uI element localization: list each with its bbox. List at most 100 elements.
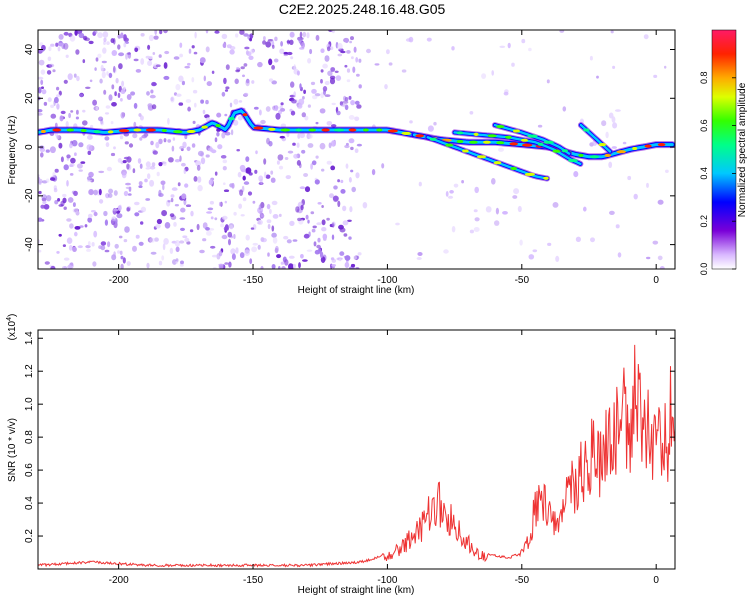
heatmap-noise-speckle bbox=[50, 265, 56, 269]
heatmap-noise-speckle bbox=[85, 86, 91, 90]
heatmap-noise-speckle bbox=[289, 39, 294, 45]
heatmap-noise-speckle bbox=[290, 56, 294, 60]
heatmap-noise-speckle bbox=[381, 163, 385, 169]
heatmap-noise-speckle bbox=[45, 149, 50, 153]
heatmap-noise-speckle bbox=[218, 264, 224, 269]
heatmap-noise-speckle bbox=[358, 84, 362, 89]
heatmap-noise-speckle bbox=[316, 222, 322, 226]
heatmap-noise-speckle bbox=[278, 165, 284, 170]
heatmap-ridge-peak bbox=[561, 149, 568, 153]
heatmap-noise-speckle bbox=[43, 101, 48, 106]
heatmap-noise-speckle bbox=[288, 255, 295, 259]
heatmap-noise-speckle bbox=[315, 155, 319, 159]
heatmap-noise-speckle bbox=[242, 175, 246, 181]
heatmap-noise-speckle bbox=[307, 58, 312, 64]
heatmap-noise-speckle bbox=[163, 75, 170, 80]
heatmap-noise-speckle bbox=[356, 104, 362, 109]
heatmap-noise-speckle bbox=[537, 124, 543, 128]
heatmap-ridge-peak bbox=[40, 129, 47, 134]
heatmap-noise-speckle bbox=[469, 111, 474, 115]
x-tick-label: 0 bbox=[653, 275, 659, 286]
heatmap-noise-speckle bbox=[283, 235, 289, 240]
heatmap-noise-speckle bbox=[192, 120, 196, 124]
heatmap-ridge-peak bbox=[496, 125, 505, 129]
heatmap-noise-speckle bbox=[47, 56, 52, 62]
heatmap-noise-speckle bbox=[225, 64, 230, 70]
heatmap-noise-speckle bbox=[612, 65, 616, 69]
heatmap-noise-speckle bbox=[82, 59, 86, 64]
heatmap-noise-speckle bbox=[333, 185, 338, 190]
heatmap-noise-speckle bbox=[56, 103, 60, 110]
heatmap-noise-speckle bbox=[329, 193, 334, 199]
heatmap-noise-speckle bbox=[237, 115, 243, 121]
heatmap-noise-speckle bbox=[214, 30, 220, 34]
heatmap-noise-speckle bbox=[280, 102, 284, 106]
heatmap-noise-speckle bbox=[57, 46, 61, 52]
heatmap-noise-speckle bbox=[105, 142, 110, 148]
heatmap-noise-speckle bbox=[338, 258, 342, 262]
heatmap-noise-speckle bbox=[100, 120, 105, 126]
heatmap-noise-speckle bbox=[187, 106, 191, 112]
heatmap-noise-speckle bbox=[39, 42, 44, 47]
heatmap-noise-speckle bbox=[122, 160, 127, 164]
heatmap-noise-speckle bbox=[374, 63, 380, 66]
colorbar-tick-label: 0.2 bbox=[699, 215, 709, 228]
heatmap-noise-speckle bbox=[266, 203, 271, 210]
heatmap-noise-speckle bbox=[154, 237, 159, 242]
heatmap-noise-speckle bbox=[130, 91, 136, 96]
heatmap-noise-speckle bbox=[79, 93, 84, 98]
heatmap-noise-speckle bbox=[186, 146, 191, 152]
heatmap-noise-speckle bbox=[269, 208, 272, 215]
heatmap-noise-speckle bbox=[331, 140, 336, 147]
heatmap-noise-speckle bbox=[82, 120, 88, 126]
heatmap-noise-speckle bbox=[54, 200, 59, 205]
heatmap-noise-speckle bbox=[224, 89, 229, 92]
colorbar-tick-label: 0.8 bbox=[699, 72, 709, 85]
heatmap-noise-speckle bbox=[196, 164, 201, 171]
heatmap-noise-speckle bbox=[139, 163, 143, 169]
heatmap-noise-speckle bbox=[209, 200, 214, 205]
heatmap-noise-speckle bbox=[68, 244, 73, 251]
heatmap-noise-speckle bbox=[427, 125, 434, 132]
heatmap-noise-speckle bbox=[163, 161, 167, 166]
heatmap-ridge-peak bbox=[543, 140, 554, 144]
heatmap-noise-speckle bbox=[50, 43, 55, 47]
heatmap-noise-speckle bbox=[346, 79, 351, 83]
heatmap-noise-speckle bbox=[224, 200, 227, 204]
heatmap-noise-speckle bbox=[170, 194, 175, 198]
heatmap-noise-speckle bbox=[314, 249, 320, 255]
heatmap-noise-speckle bbox=[357, 252, 362, 256]
heatmap-noise-speckle bbox=[40, 204, 45, 209]
heatmap-noise-speckle bbox=[270, 170, 274, 175]
heatmap-noise-speckle bbox=[183, 198, 187, 206]
heatmap-noise-speckle bbox=[113, 38, 116, 45]
heatmap-noise-speckle bbox=[149, 179, 155, 187]
heatmap-noise-speckle bbox=[108, 94, 113, 101]
heatmap-noise-speckle bbox=[259, 210, 263, 215]
heatmap-noise-speckle bbox=[150, 251, 157, 255]
heatmap-noise-speckle bbox=[293, 91, 297, 98]
heatmap-noise-speckle bbox=[192, 89, 198, 94]
heatmap-noise-speckle bbox=[311, 228, 316, 233]
heatmap-noise-speckle bbox=[115, 77, 119, 84]
heatmap-noise-speckle bbox=[113, 65, 116, 73]
heatmap-noise-speckle bbox=[653, 74, 658, 78]
heatmap-noise-speckle bbox=[124, 141, 129, 145]
heatmap-noise-speckle bbox=[532, 249, 538, 253]
heatmap-noise-speckle bbox=[156, 171, 160, 177]
heatmap-noise-speckle bbox=[202, 109, 206, 115]
heatmap-noise-speckle bbox=[88, 40, 94, 45]
heatmap-noise-speckle bbox=[100, 241, 107, 246]
heatmap-noise-speckle bbox=[117, 92, 121, 99]
heatmap-noise-speckle bbox=[652, 240, 659, 245]
heatmap-noise-speckle bbox=[321, 168, 325, 172]
y-tick-label: -20 bbox=[24, 188, 35, 203]
heatmap-noise-speckle bbox=[498, 147, 504, 152]
heatmap-noise-speckle bbox=[163, 138, 167, 143]
heatmap-noise-speckle bbox=[173, 56, 180, 60]
heatmap-noise-speckle bbox=[322, 233, 328, 240]
heatmap-noise-speckle bbox=[182, 235, 188, 238]
heatmap-noise-speckle bbox=[52, 171, 56, 178]
heatmap-noise-speckle bbox=[263, 36, 266, 41]
heatmap-noise-speckle bbox=[324, 80, 330, 86]
